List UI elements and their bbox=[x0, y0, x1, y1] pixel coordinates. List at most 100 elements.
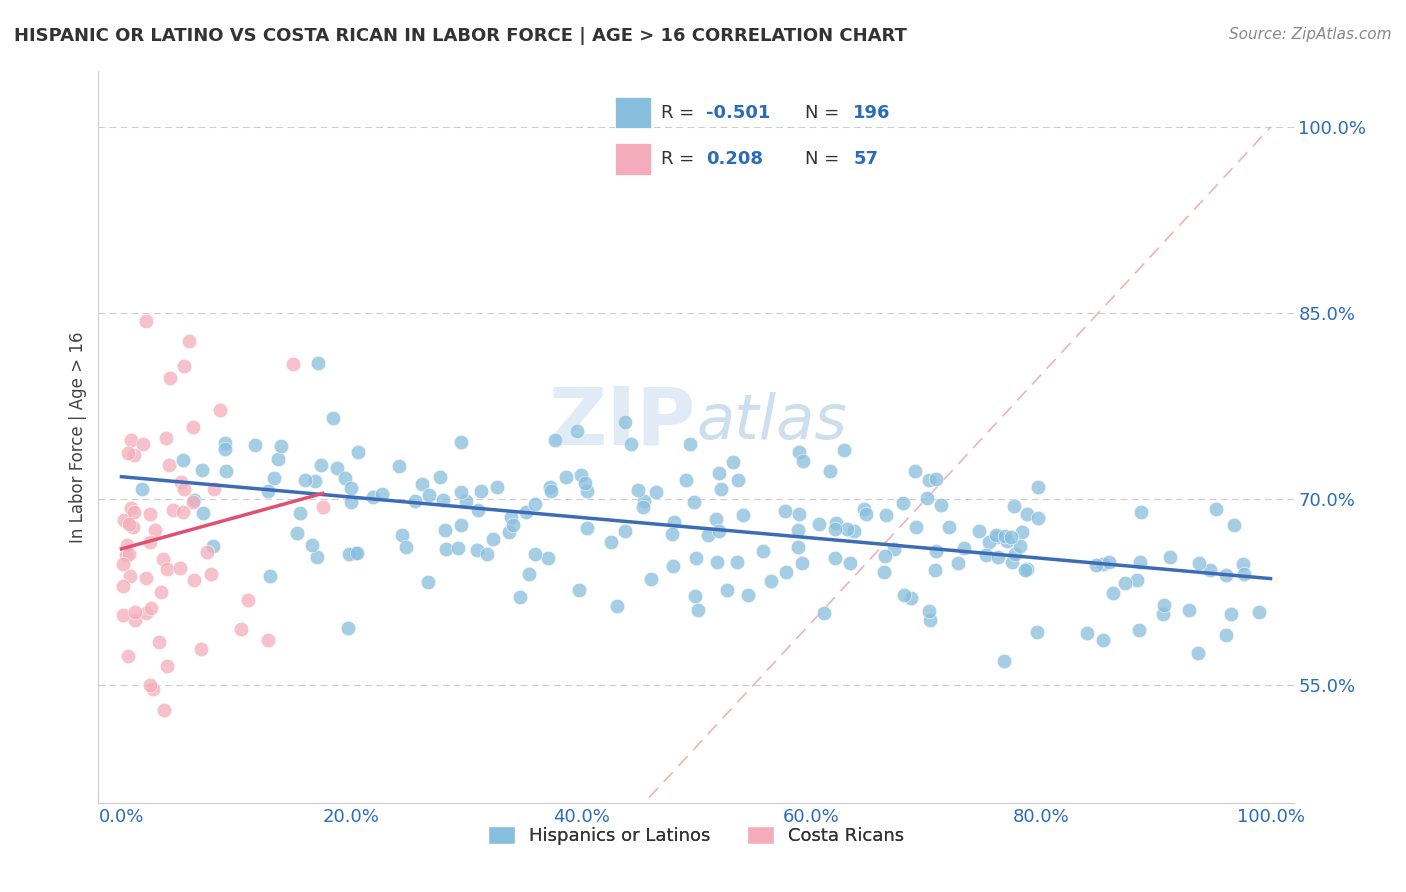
Point bbox=[994, 529, 1017, 543]
Point bbox=[569, 468, 592, 483]
Point bbox=[120, 501, 142, 516]
Point bbox=[336, 621, 359, 635]
Point bbox=[706, 512, 728, 526]
Point bbox=[111, 579, 134, 593]
Point bbox=[433, 523, 456, 537]
Point bbox=[343, 545, 366, 559]
Point bbox=[1026, 510, 1049, 524]
Point bbox=[662, 558, 685, 573]
Point bbox=[918, 473, 941, 487]
Point bbox=[149, 584, 172, 599]
Point bbox=[117, 446, 139, 460]
Point bbox=[893, 588, 915, 602]
Point bbox=[283, 357, 305, 371]
Point bbox=[416, 575, 439, 590]
Point bbox=[683, 495, 706, 509]
Point bbox=[613, 415, 636, 429]
Point bbox=[259, 569, 281, 583]
Point bbox=[294, 474, 316, 488]
Point bbox=[183, 492, 205, 507]
Point bbox=[1014, 563, 1036, 577]
Point bbox=[1152, 607, 1174, 621]
Point bbox=[686, 603, 709, 617]
Point bbox=[1017, 562, 1039, 576]
Point bbox=[139, 677, 162, 691]
Point bbox=[644, 485, 666, 500]
Point bbox=[285, 525, 308, 540]
Point bbox=[371, 487, 394, 501]
Point bbox=[195, 544, 218, 558]
Point bbox=[1153, 598, 1175, 612]
Point bbox=[524, 548, 547, 562]
Y-axis label: In Labor Force | Age > 16: In Labor Force | Age > 16 bbox=[69, 331, 87, 543]
Point bbox=[678, 436, 700, 450]
Point bbox=[181, 495, 204, 509]
Point bbox=[309, 458, 332, 472]
Point bbox=[118, 517, 141, 532]
Point bbox=[706, 555, 728, 569]
Point bbox=[824, 522, 846, 536]
Point bbox=[257, 484, 280, 499]
Point bbox=[181, 420, 204, 434]
Point bbox=[606, 599, 628, 614]
Point bbox=[1092, 557, 1115, 571]
Point bbox=[1004, 547, 1026, 561]
Point bbox=[993, 654, 1015, 668]
Point bbox=[904, 464, 927, 478]
Point bbox=[1026, 480, 1049, 494]
Point bbox=[737, 588, 759, 602]
Point bbox=[465, 543, 488, 558]
Point bbox=[537, 551, 560, 566]
Point bbox=[1215, 628, 1237, 642]
Point bbox=[124, 505, 146, 519]
Point bbox=[288, 506, 311, 520]
Point bbox=[1188, 556, 1211, 570]
Point bbox=[388, 458, 411, 473]
Point bbox=[143, 523, 166, 537]
Point bbox=[661, 527, 683, 541]
Point bbox=[1223, 518, 1246, 533]
Point bbox=[124, 613, 146, 627]
Point bbox=[481, 533, 503, 547]
Point bbox=[120, 568, 142, 582]
Point bbox=[346, 445, 368, 459]
Point bbox=[515, 505, 537, 519]
Point bbox=[707, 524, 730, 538]
Point bbox=[132, 436, 155, 450]
Point bbox=[304, 475, 326, 489]
Point bbox=[436, 541, 458, 556]
Point bbox=[555, 469, 578, 483]
Point bbox=[1011, 524, 1033, 539]
Point bbox=[215, 464, 238, 478]
Point bbox=[170, 475, 193, 489]
Point bbox=[447, 541, 470, 555]
Point bbox=[191, 463, 214, 477]
Point bbox=[967, 524, 990, 538]
Point bbox=[787, 508, 810, 522]
Point bbox=[773, 503, 796, 517]
Point bbox=[169, 561, 191, 575]
Point bbox=[538, 480, 561, 494]
Point bbox=[640, 572, 662, 586]
Point bbox=[1126, 574, 1149, 588]
Point bbox=[818, 464, 841, 478]
Point bbox=[432, 492, 454, 507]
Point bbox=[1008, 539, 1031, 553]
Point bbox=[918, 603, 941, 617]
Point bbox=[832, 442, 855, 457]
Point bbox=[721, 455, 744, 469]
Point bbox=[486, 480, 509, 494]
Point bbox=[1159, 550, 1181, 565]
Point bbox=[725, 555, 748, 569]
Point bbox=[267, 452, 290, 467]
Point bbox=[162, 503, 184, 517]
Point bbox=[813, 606, 835, 620]
Point bbox=[173, 359, 195, 373]
Point bbox=[153, 703, 176, 717]
Point bbox=[122, 520, 145, 534]
Point bbox=[214, 442, 236, 456]
Point bbox=[156, 659, 179, 673]
Point bbox=[633, 494, 655, 508]
Point bbox=[986, 549, 1008, 564]
Point bbox=[148, 634, 170, 648]
